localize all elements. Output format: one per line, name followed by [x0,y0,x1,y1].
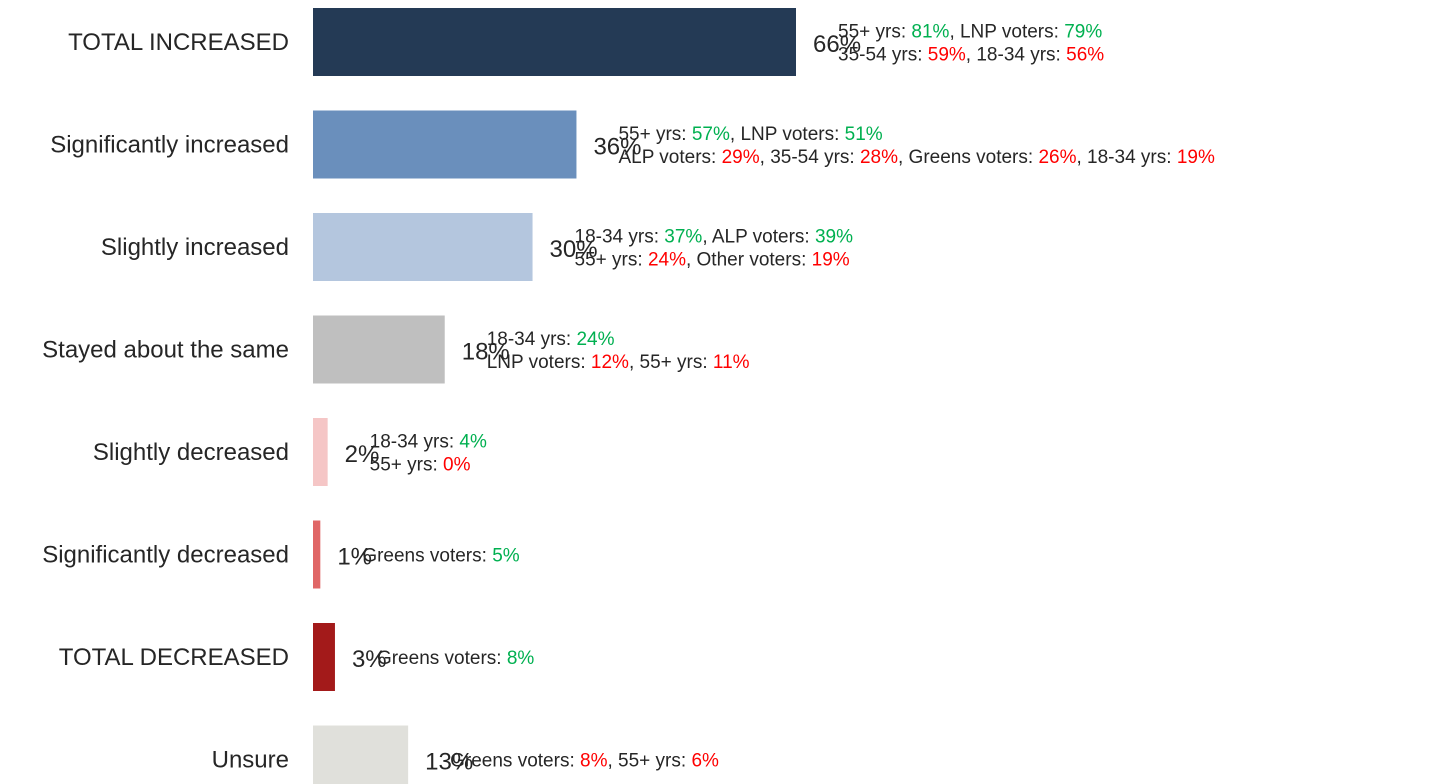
bar [313,520,321,589]
data-label: 1% [337,544,372,571]
bar-row: Unsure 13%Greens voters: 8%, 55+ yrs: 6% [212,725,719,784]
bar [313,110,577,179]
bar-row: TOTAL DECREASED 3%Greens voters: 8% [59,623,534,691]
note-segment: ALP voters: [618,147,721,168]
category-label: Slightly decreased [93,439,289,466]
bar [313,725,409,784]
lower-value: 28% [860,147,898,168]
lower-value: 29% [722,147,760,168]
subgroup-note: 18-34 yrs: 4% [370,432,487,453]
higher-value: 81% [911,22,949,43]
lower-value: 6% [691,751,719,772]
category-label: Unsure [212,747,289,774]
category-label: TOTAL INCREASED [68,29,289,56]
subgroup-note: 35-54 yrs: 59%, 18-34 yrs: 56% [838,45,1104,66]
higher-value: 57% [692,124,730,145]
subgroup-note: 18-34 yrs: 37%, ALP voters: 39% [575,227,854,248]
note-segment: , Other voters: [686,250,812,271]
subgroup-note: 55+ yrs: 0% [370,455,471,476]
data-label: 36% [593,134,641,161]
chart-rows: TOTAL INCREASED 66%55+ yrs: 81%, LNP vote… [42,8,1215,784]
data-label: 66% [813,31,861,58]
lower-value: 11% [713,352,750,373]
lower-value: 12% [591,352,629,373]
note-segment: , ALP voters: [702,227,815,248]
subgroup-note: 55+ yrs: 24%, Other voters: 19% [575,250,850,271]
lower-value: 19% [812,250,850,271]
lower-value: 24% [648,250,686,271]
note-segment: 18-34 yrs: [487,329,577,350]
lower-value: 26% [1038,147,1076,168]
note-segment: 18-34 yrs: [370,432,460,453]
subgroup-note: 55+ yrs: 81%, LNP voters: 79% [838,22,1102,43]
subgroup-note: LNP voters: 12%, 55+ yrs: 11% [487,352,750,373]
note-segment: , LNP voters: [949,22,1064,43]
bar [313,418,328,486]
higher-value: 39% [815,227,853,248]
note-segment: 55+ yrs: [838,22,911,43]
note-segment: , 18-34 yrs: [1076,147,1176,168]
data-label: 18% [462,339,510,366]
note-segment: , Greens voters: [898,147,1038,168]
subgroup-note: 55+ yrs: 57%, LNP voters: 51% [618,124,882,145]
lower-value: 19% [1177,147,1215,168]
bar-row: Slightly decreased 2%18-34 yrs: 4%55+ yrs… [93,418,487,486]
bar-row: Significantly decreased 1%Greens voters: … [42,520,520,589]
category-label: Slightly increased [101,234,289,261]
note-segment: 55+ yrs: [618,124,691,145]
bar [313,8,796,76]
note-segment: , 55+ yrs: [629,352,713,373]
subgroup-note: Greens voters: 5% [362,546,519,567]
bar [313,213,533,281]
data-label: 13% [425,749,473,776]
higher-value: 8% [507,648,535,669]
category-label: TOTAL DECREASED [59,644,289,671]
note-segment: , 55+ yrs: [607,751,691,772]
category-label: Stayed about the same [42,337,289,364]
note-segment: 18-34 yrs: [575,227,665,248]
higher-value: 24% [576,329,614,350]
bar [313,623,335,691]
bar-row: Stayed about the same 18%18-34 yrs: 24%LN… [42,315,750,384]
higher-value: 79% [1064,22,1102,43]
lower-value: 8% [580,751,608,772]
bar-row: Significantly increased 36%55+ yrs: 57%, … [50,110,1215,179]
note-segment: Greens voters: [377,648,507,669]
note-segment: 35-54 yrs: [838,45,928,66]
subgroup-note: Greens voters: 8%, 55+ yrs: 6% [450,751,719,772]
note-segment: 55+ yrs: [370,455,443,476]
lower-value: 56% [1066,45,1104,66]
note-segment: , 35-54 yrs: [760,147,860,168]
category-label: Significantly increased [50,132,289,159]
higher-value: 4% [459,432,487,453]
higher-value: 5% [492,546,520,567]
bar [313,315,445,384]
note-segment: Greens voters: [450,751,580,772]
subgroup-note: 18-34 yrs: 24% [487,329,615,350]
note-segment: , LNP voters: [730,124,845,145]
subgroup-note: ALP voters: 29%, 35-54 yrs: 28%, Greens … [618,147,1214,168]
higher-value: 51% [845,124,883,145]
data-label: 2% [345,441,380,468]
bar-row: Slightly increased 30%18-34 yrs: 37%, ALP… [101,213,853,281]
lower-value: 0% [443,455,471,476]
data-label: 3% [352,646,387,673]
subgroup-note: Greens voters: 8% [377,648,534,669]
note-segment: , 18-34 yrs: [966,45,1066,66]
category-label: Significantly decreased [42,542,289,569]
note-segment: 55+ yrs: [575,250,648,271]
lower-value: 59% [928,45,966,66]
bar-row: TOTAL INCREASED 66%55+ yrs: 81%, LNP vote… [68,8,1104,76]
higher-value: 37% [664,227,702,248]
data-label: 30% [550,236,598,263]
note-segment: LNP voters: [487,352,591,373]
note-segment: Greens voters: [362,546,492,567]
